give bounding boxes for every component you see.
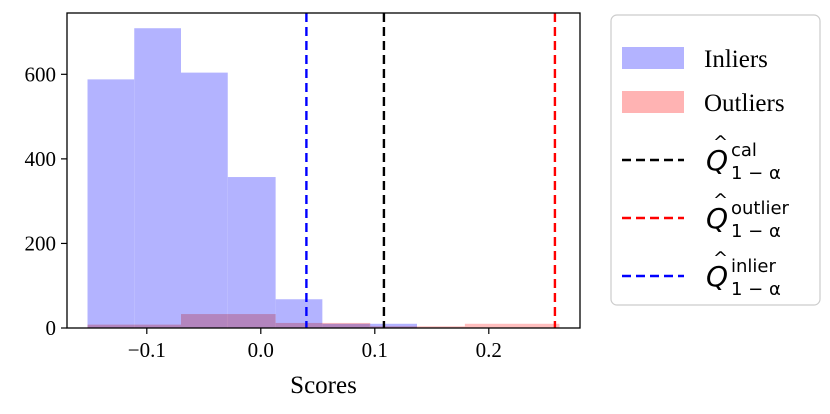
- ticks-layer: −0.1 0.0 0.1 0.2 0 200 400 600: [25, 62, 502, 362]
- legend-swatch-0: [622, 47, 684, 69]
- legend-q-symbol: Q: [706, 144, 728, 177]
- x-tick-label: −0.1: [128, 338, 166, 362]
- inlier-bar-0: [87, 79, 135, 328]
- legend-hat: ^: [713, 132, 728, 153]
- outlier-bar-1: [181, 314, 276, 328]
- x-tick-label: 0.0: [248, 338, 274, 362]
- legend-sub: 1 − α: [731, 279, 781, 300]
- x-tick-label: 0.1: [362, 338, 388, 362]
- threshold-lines-layer: [305, 13, 557, 328]
- legend-label-0: Inliers: [704, 46, 768, 73]
- legend-label-1: Outliers: [704, 90, 785, 117]
- legend-q-symbol: Q: [706, 260, 728, 293]
- y-tick-label: 400: [25, 147, 57, 171]
- x-axis-label: Scores: [290, 372, 357, 399]
- inlier-bar-3: [227, 177, 276, 328]
- legend-sub: 1 − α: [731, 221, 781, 242]
- y-tick-label: 200: [25, 231, 57, 255]
- inlier-bar-1: [134, 28, 181, 329]
- outlier-bar-0: [87, 324, 181, 328]
- y-tick-label: 600: [25, 62, 57, 86]
- legend-hat: ^: [713, 190, 728, 211]
- outlier-bar-4: [464, 323, 560, 328]
- inlier-bar-6: [369, 323, 417, 328]
- legend-box: [610, 14, 821, 306]
- y-tick-label: 0: [46, 316, 57, 340]
- x-tick-label: 0.2: [476, 338, 502, 362]
- legend-hat: ^: [713, 248, 728, 269]
- legend-sub: 1 − α: [731, 163, 781, 184]
- inlier-bar-2: [181, 72, 228, 328]
- legend-sup: inlier: [731, 256, 776, 277]
- legend-swatch-1: [622, 91, 684, 113]
- legend-sup: outlier: [731, 198, 790, 219]
- bars-layer: [87, 28, 560, 329]
- outlier-bar-2: [275, 322, 371, 328]
- legend-sup: cal: [731, 140, 757, 161]
- legend-q-symbol: Q: [706, 202, 728, 235]
- outlier-bar-3: [370, 326, 465, 328]
- axes-frame: [66, 12, 581, 329]
